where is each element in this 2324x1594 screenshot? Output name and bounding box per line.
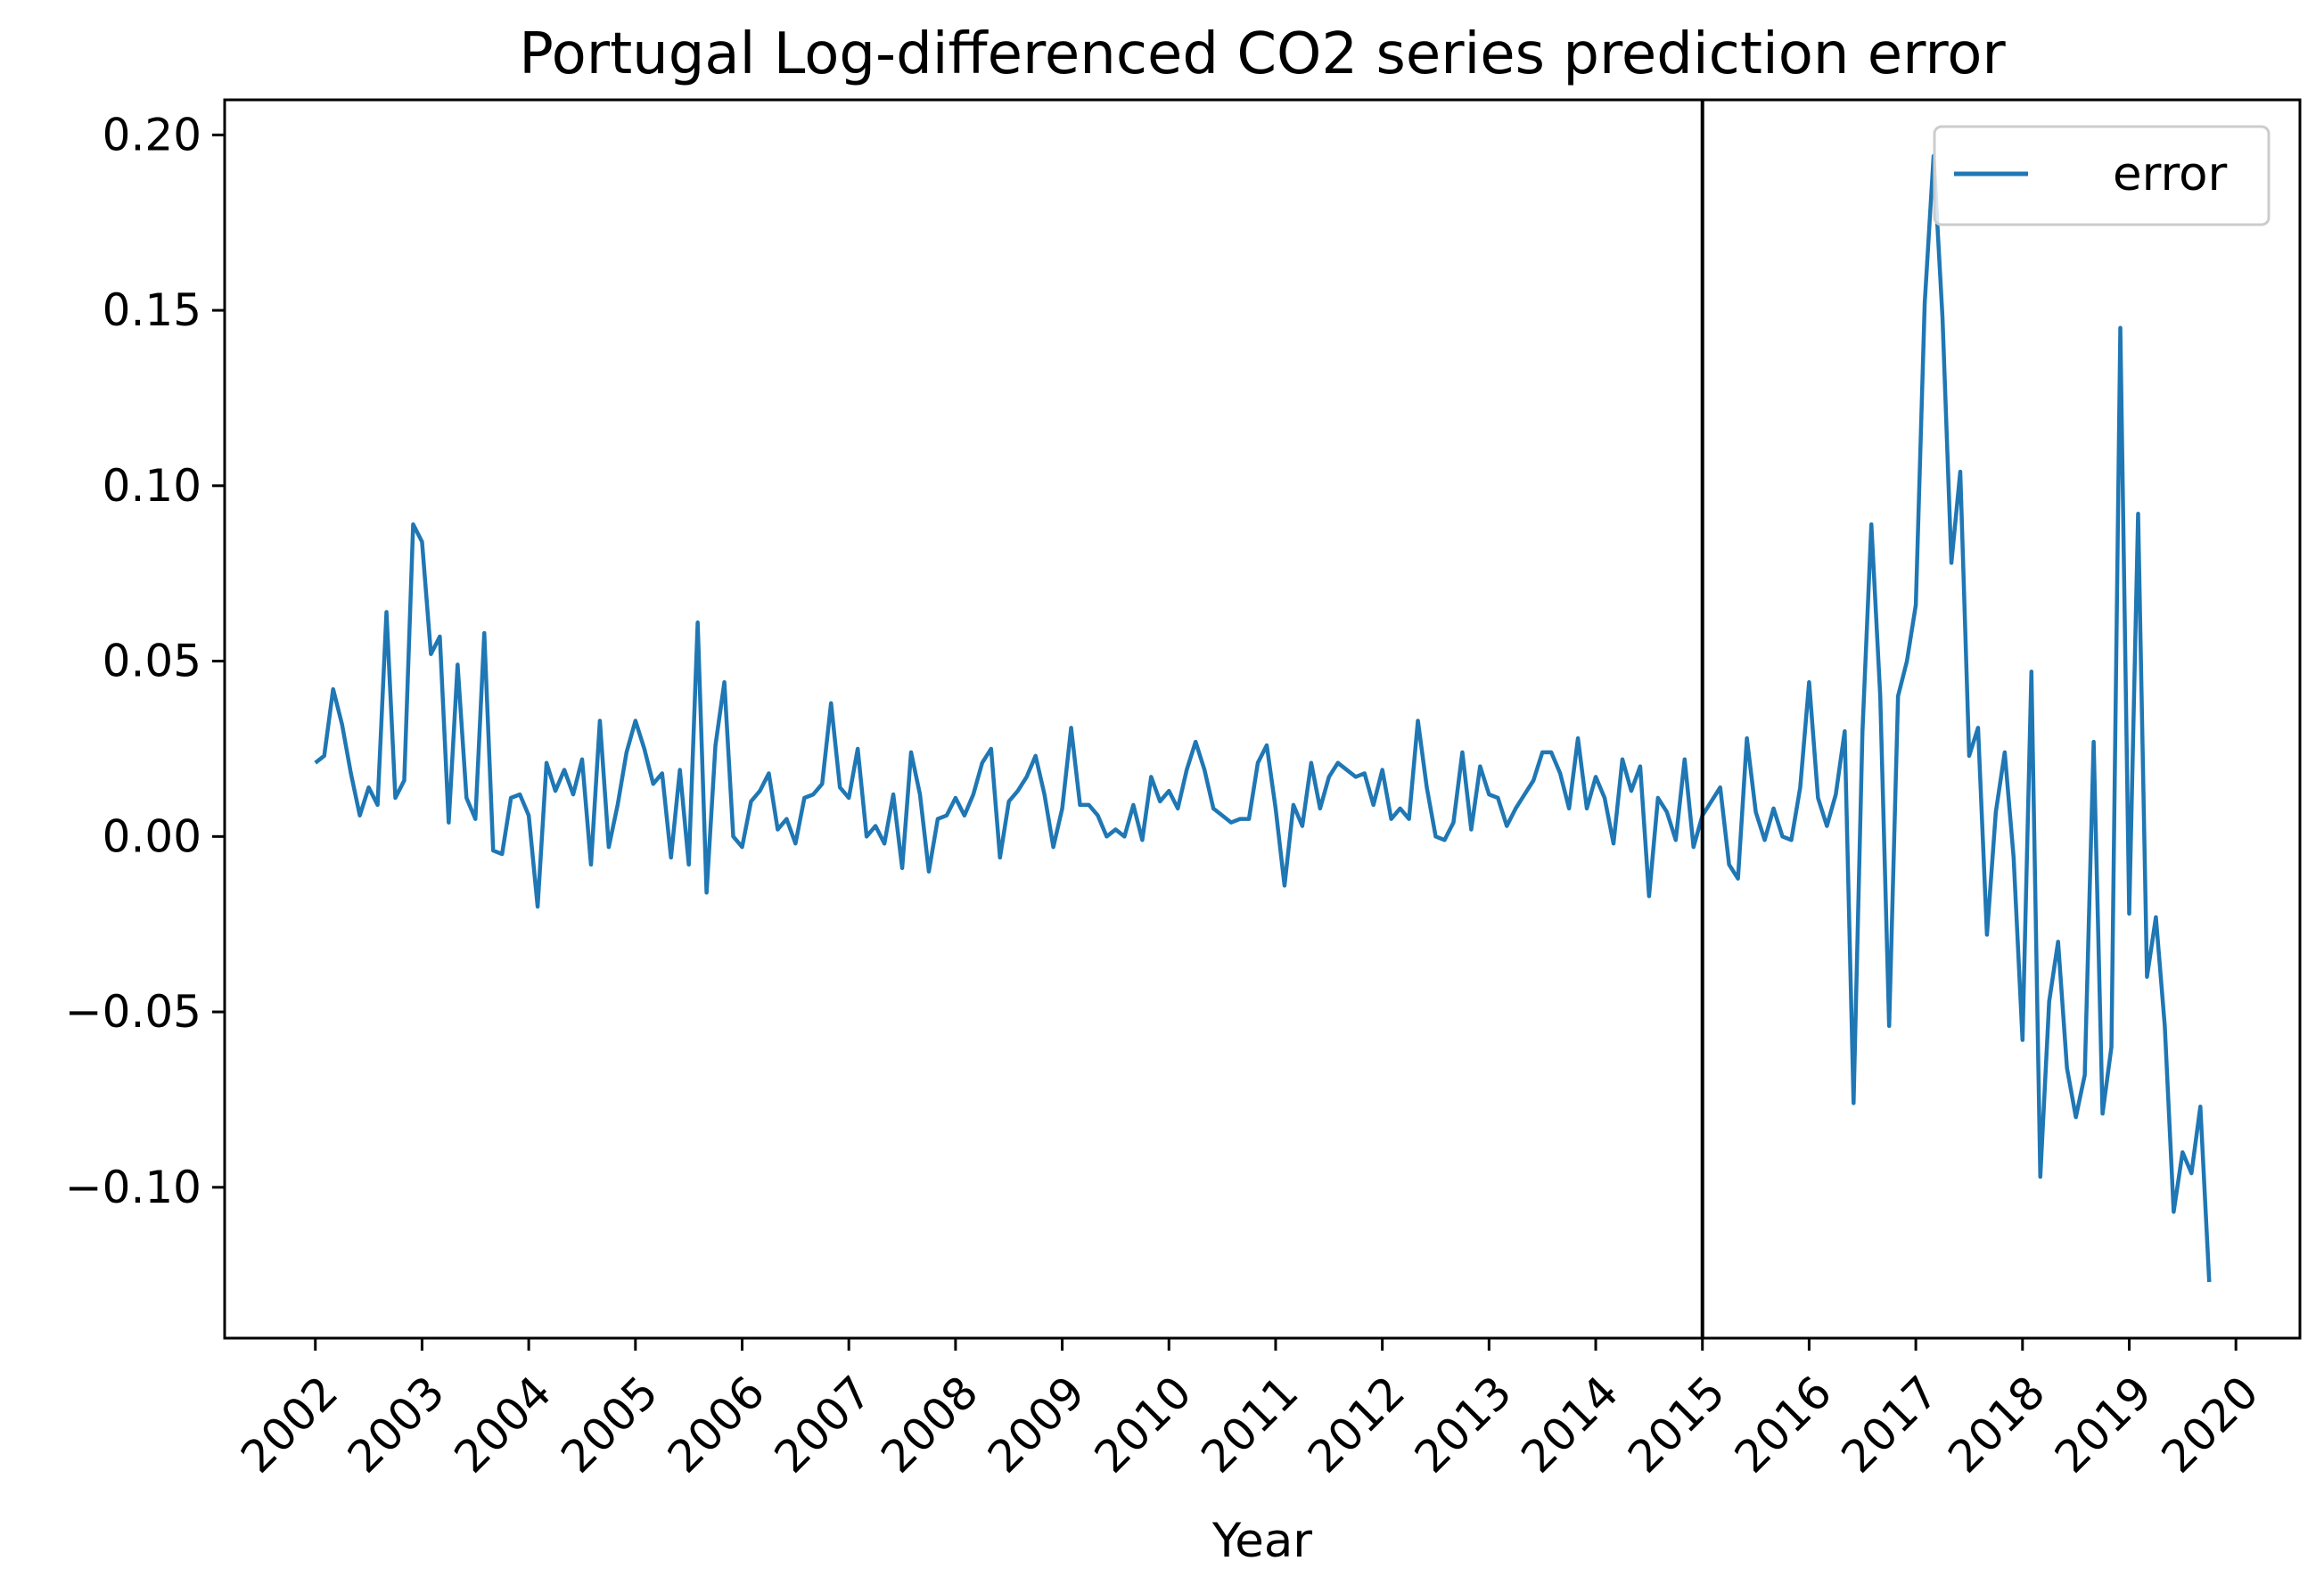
chart-title: Portugal Log-differenced CO2 series pred… [519,21,2006,87]
x-axis-label: Year [1211,1514,1312,1568]
y-tick-label: 0.20 [103,109,201,160]
plot-area [314,100,2212,1338]
axes-frame [223,98,2302,1340]
legend-box [1933,125,2271,226]
y-tick-label: −0.10 [65,1162,201,1213]
legend-label-error: error [2113,147,2228,201]
legend: error [1933,125,2271,226]
y-tick-label: −0.05 [65,986,201,1038]
y-axis: −0.10 −0.05 0.00 0.05 0.10 0.15 0.20 [65,109,225,1213]
y-tick-label: 0.00 [103,810,201,862]
y-tick-label: 0.05 [103,636,201,687]
y-tick-label: 0.15 [103,284,201,336]
y-tick-label: 0.10 [103,460,201,512]
series-line-error [314,153,2212,1283]
